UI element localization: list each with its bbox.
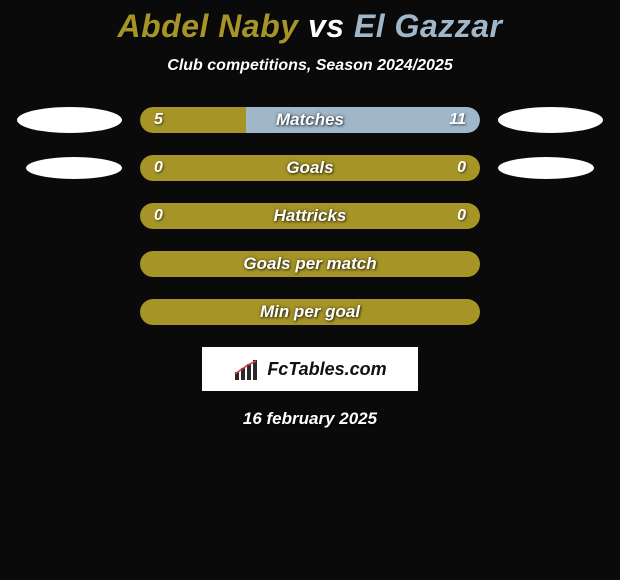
stat-label: Goals bbox=[140, 155, 480, 181]
stat-row: 511Matches bbox=[0, 107, 620, 133]
stat-row: Min per goal bbox=[0, 299, 620, 325]
spacer bbox=[17, 203, 122, 229]
stat-bar: Goals per match bbox=[140, 251, 480, 277]
player2-badge bbox=[498, 157, 594, 179]
stat-label: Hattricks bbox=[140, 203, 480, 229]
stat-rows: 511Matches 00Goals 00Hattricks Goals per ma… bbox=[0, 107, 620, 325]
stat-bar: Min per goal bbox=[140, 299, 480, 325]
player1-badge bbox=[26, 157, 122, 179]
stat-bar: 00Hattricks bbox=[140, 203, 480, 229]
logo-chart-icon bbox=[233, 358, 261, 380]
title-player1: Abdel Naby bbox=[118, 8, 299, 44]
comparison-infographic: Abdel Naby vs El Gazzar Club competition… bbox=[0, 0, 620, 429]
spacer bbox=[498, 251, 603, 277]
stat-label: Matches bbox=[140, 107, 480, 133]
title-player2: El Gazzar bbox=[354, 8, 503, 44]
stat-label: Goals per match bbox=[140, 251, 480, 277]
spacer bbox=[498, 203, 603, 229]
stat-row: 00Goals bbox=[0, 155, 620, 181]
logo-text: FcTables.com bbox=[267, 359, 386, 380]
stat-row: 00Hattricks bbox=[0, 203, 620, 229]
title-vs: vs bbox=[308, 8, 345, 44]
subtitle: Club competitions, Season 2024/2025 bbox=[0, 57, 620, 75]
logo-box: FcTables.com bbox=[202, 347, 418, 391]
stat-row: Goals per match bbox=[0, 251, 620, 277]
spacer bbox=[17, 299, 122, 325]
spacer bbox=[498, 299, 603, 325]
stat-label: Min per goal bbox=[140, 299, 480, 325]
player2-badge bbox=[498, 107, 603, 133]
spacer bbox=[17, 251, 122, 277]
stat-bar: 511Matches bbox=[140, 107, 480, 133]
date-text: 16 february 2025 bbox=[0, 409, 620, 429]
title: Abdel Naby vs El Gazzar bbox=[0, 8, 620, 45]
player1-badge bbox=[17, 107, 122, 133]
stat-bar: 00Goals bbox=[140, 155, 480, 181]
